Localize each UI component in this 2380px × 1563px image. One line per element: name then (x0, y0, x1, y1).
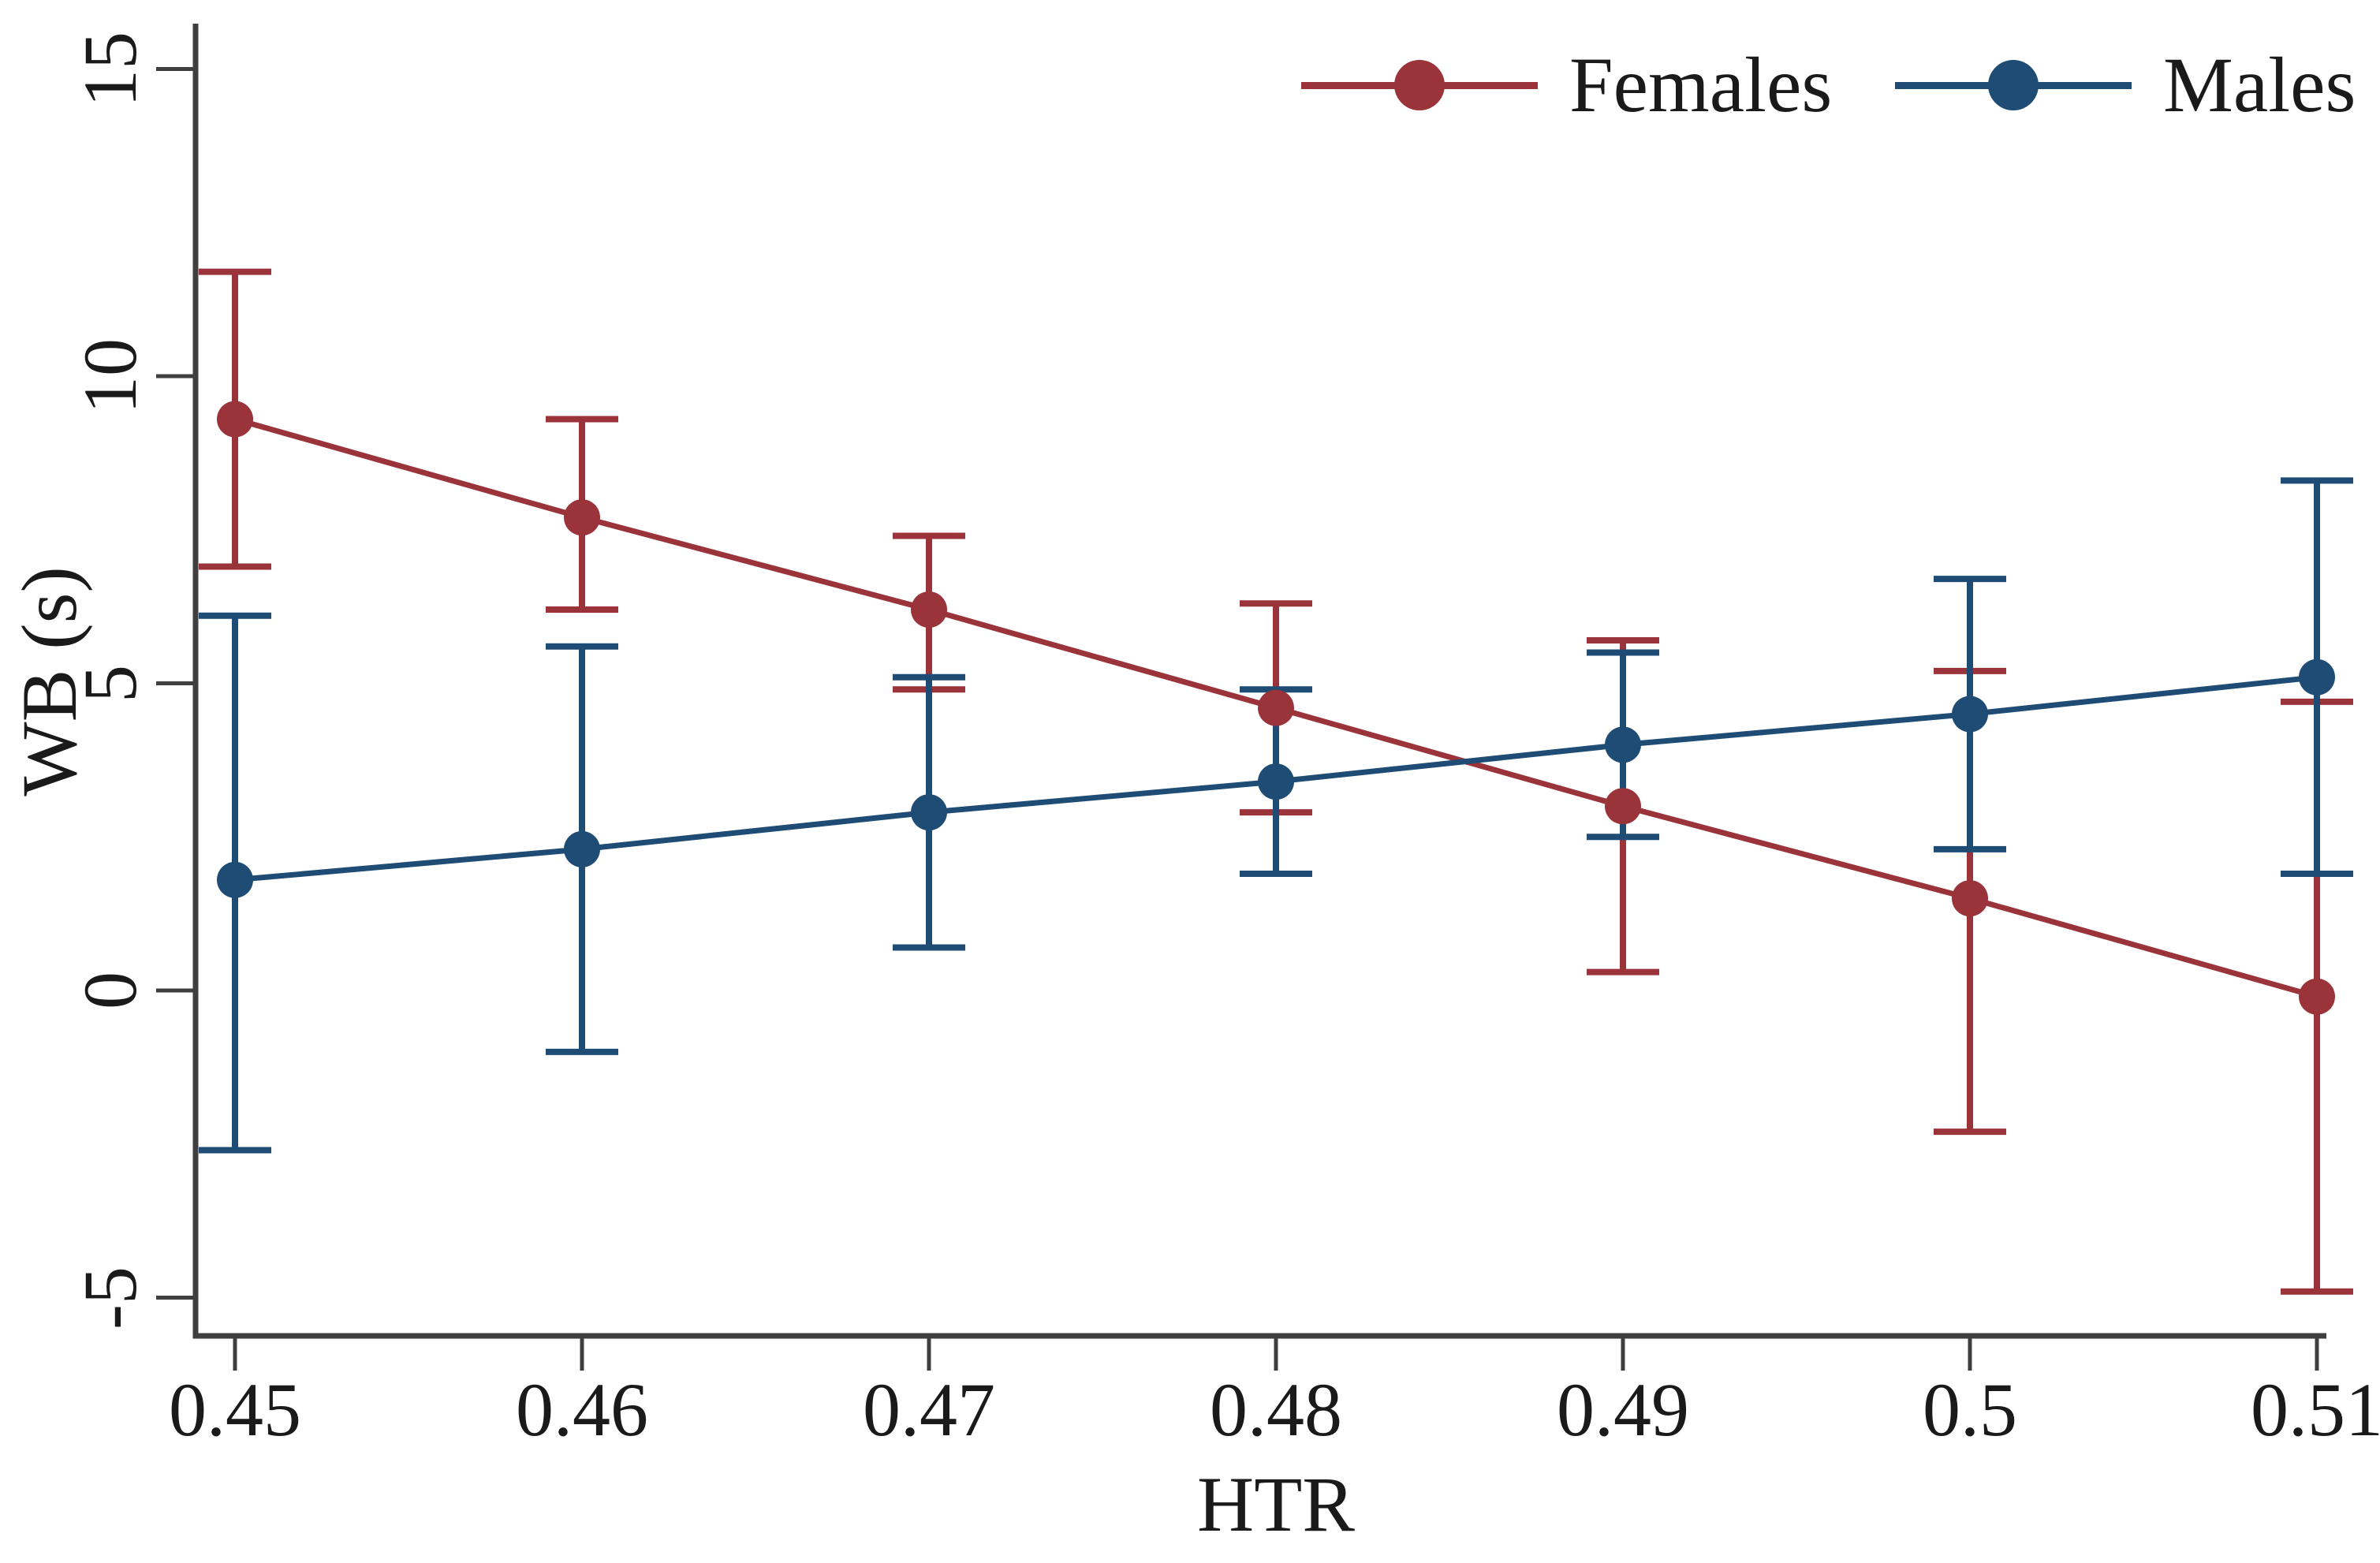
legend-label-females: Females (1569, 41, 1833, 129)
data-point-marker (564, 499, 600, 536)
data-point-marker (1605, 726, 1641, 763)
y-tick-label: 15 (68, 32, 152, 107)
x-tick-label: 0.49 (1557, 1367, 1689, 1452)
y-tick-label: 0 (68, 972, 152, 1009)
legend-marker-males (1988, 60, 2039, 110)
data-point-marker (1952, 696, 1988, 733)
data-point-marker (1952, 880, 1988, 917)
x-axis-title: HTR (1197, 1460, 1355, 1548)
data-point-marker (2299, 978, 2335, 1015)
x-tick-label: 0.47 (863, 1367, 995, 1452)
markers-males (217, 658, 2335, 898)
data-point-marker (1605, 788, 1641, 825)
data-point-marker (217, 861, 253, 898)
x-tick-label: 0.46 (516, 1367, 648, 1452)
legend-line-females (1301, 60, 1538, 110)
x-tick-label: 0.5 (1923, 1367, 2017, 1452)
error-bars-males (199, 477, 2353, 1154)
legend-label-males: Males (2163, 41, 2356, 129)
x-tick-label: 0.48 (1210, 1367, 1342, 1452)
x-tick-label: 0.51 (2251, 1367, 2380, 1452)
y-tick-label: 10 (68, 338, 152, 414)
x-tick-label: 0.45 (169, 1367, 301, 1452)
data-point-marker (2299, 658, 2335, 696)
series-layer (199, 268, 2353, 1295)
data-point-marker (1258, 689, 1294, 726)
legend-line-males (1895, 60, 2132, 110)
axis-ticks (156, 67, 2319, 1371)
legend-item-females: Females (1301, 34, 1832, 136)
legend-item-males: Males (1895, 34, 2356, 136)
data-point-marker (564, 830, 600, 867)
markers-females (217, 401, 2335, 1015)
data-point-marker (911, 591, 947, 629)
legend-marker-females (1394, 60, 1445, 110)
data-point-marker (911, 794, 947, 831)
y-tick-label: -5 (68, 1266, 152, 1330)
y-axis-title: WB (s) (6, 566, 93, 796)
data-point-marker (1258, 763, 1294, 800)
data-point-marker (217, 401, 253, 438)
